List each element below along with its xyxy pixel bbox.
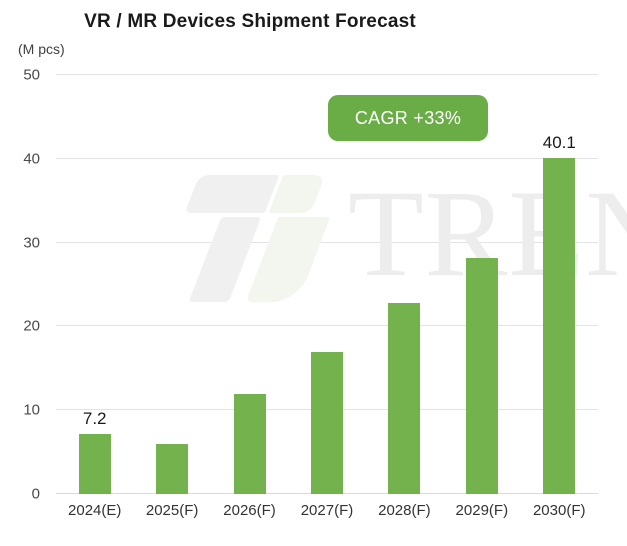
chart-title: VR / MR Devices Shipment Forecast xyxy=(84,11,416,32)
bar-2030(F) xyxy=(543,157,576,494)
x-tick-label-2024(E): 2024(E) xyxy=(68,502,122,519)
y-axis: 0 10 20 30 40 50 xyxy=(0,67,40,503)
y-tick-label-30: 30 xyxy=(23,234,40,252)
y-axis-unit-label: (M pcs) xyxy=(18,41,65,57)
x-tick-label-2026(F): 2026(F) xyxy=(223,502,276,519)
bar-2025(F) xyxy=(156,443,189,494)
bar-2028(F) xyxy=(388,302,421,494)
data-label-2024(E): 7.2 xyxy=(82,408,107,428)
x-tick-label-2029(F): 2029(F) xyxy=(455,502,509,519)
y-tick-label-0: 0 xyxy=(31,485,40,503)
x-tick-label-2028(F): 2028(F) xyxy=(378,502,431,519)
gridline-50 xyxy=(56,74,598,75)
y-tick-label-40: 40 xyxy=(23,150,40,168)
bar-2029(F) xyxy=(465,257,498,494)
bar-2026(F) xyxy=(233,394,266,494)
bar-2024(E) xyxy=(78,433,111,494)
y-tick-label-10: 10 xyxy=(23,401,40,419)
x-tick-label-2030(F): 2030(F) xyxy=(532,502,586,519)
data-label-2030(F): 40.1 xyxy=(542,132,576,152)
y-tick-label-50: 50 xyxy=(23,66,40,84)
bar-2027(F) xyxy=(311,351,343,494)
y-tick-label-20: 20 xyxy=(23,317,40,335)
x-tick-label-2025(F): 2025(F) xyxy=(145,502,199,519)
bars-layer: 7.2 40.1 xyxy=(56,75,598,494)
gridline-30 xyxy=(56,241,598,243)
x-tick-label-2027(F): 2027(F) xyxy=(300,502,354,519)
cagr-badge: CAGR +33% xyxy=(328,95,488,141)
x-axis: 2024(E) 2025(F) 2026(F) 2027(F) 2028(F) 2029(… xyxy=(56,502,598,519)
gridline-20 xyxy=(56,325,598,327)
gridline-40 xyxy=(56,157,598,159)
